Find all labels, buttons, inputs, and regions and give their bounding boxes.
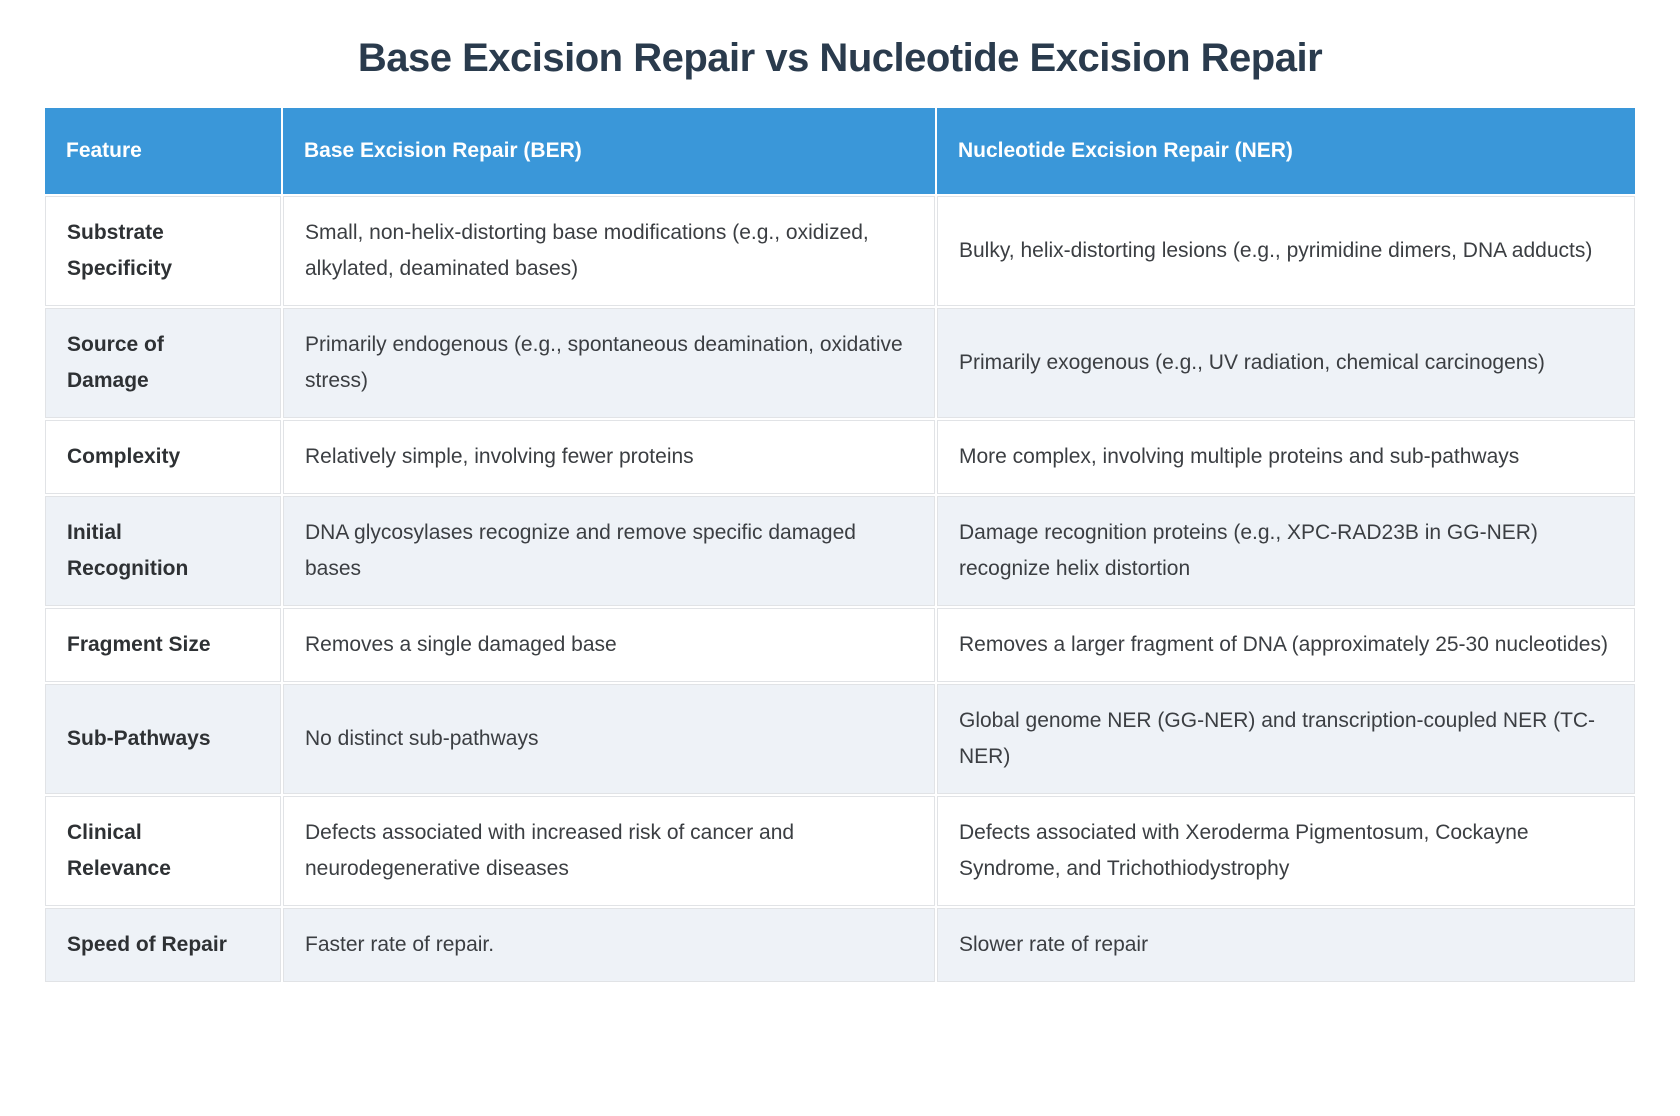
table-row-fragment-size: Fragment Size Removes a single damaged b… bbox=[45, 608, 1635, 682]
ner-cell: Removes a larger fragment of DNA (approx… bbox=[937, 608, 1635, 682]
feature-cell: Complexity bbox=[45, 420, 281, 494]
ber-cell: DNA glycosylases recognize and remove sp… bbox=[283, 496, 935, 606]
ner-cell: Damage recognition proteins (e.g., XPC-R… bbox=[937, 496, 1635, 606]
comparison-table: Feature Base Excision Repair (BER) Nucle… bbox=[43, 106, 1637, 984]
ber-cell: Small, non-helix-distorting base modific… bbox=[283, 196, 935, 306]
ber-cell: Primarily endogenous (e.g., spontaneous … bbox=[283, 308, 935, 418]
ber-cell: Faster rate of repair. bbox=[283, 908, 935, 982]
feature-cell: Initial Recognition bbox=[45, 496, 281, 606]
ner-cell: Defects associated with Xeroderma Pigmen… bbox=[937, 796, 1635, 906]
table-row-substrate-specificity: Substrate Specificity Small, non-helix-d… bbox=[45, 196, 1635, 306]
ber-cell: Relatively simple, involving fewer prote… bbox=[283, 420, 935, 494]
page-title: Base Excision Repair vs Nucleotide Excis… bbox=[357, 36, 1323, 80]
ner-cell: More complex, involving multiple protein… bbox=[937, 420, 1635, 494]
column-header-ner: Nucleotide Excision Repair (NER) bbox=[937, 108, 1635, 194]
ner-cell: Bulky, helix-distorting lesions (e.g., p… bbox=[937, 196, 1635, 306]
feature-cell: Substrate Specificity bbox=[45, 196, 281, 306]
ner-cell: Slower rate of repair bbox=[937, 908, 1635, 982]
ber-cell: Removes a single damaged base bbox=[283, 608, 935, 682]
table-row-source-of-damage: Source of Damage Primarily endogenous (e… bbox=[45, 308, 1635, 418]
feature-cell: Clinical Relevance bbox=[45, 796, 281, 906]
feature-cell: Fragment Size bbox=[45, 608, 281, 682]
table-row-complexity: Complexity Relatively simple, involving … bbox=[45, 420, 1635, 494]
table-row-sub-pathways: Sub-Pathways No distinct sub-pathways Gl… bbox=[45, 684, 1635, 794]
ner-cell: Primarily exogenous (e.g., UV radiation,… bbox=[937, 308, 1635, 418]
column-header-ber: Base Excision Repair (BER) bbox=[283, 108, 935, 194]
ber-cell: No distinct sub-pathways bbox=[283, 684, 935, 794]
feature-cell: Speed of Repair bbox=[45, 908, 281, 982]
table-row-speed-of-repair: Speed of Repair Faster rate of repair. S… bbox=[45, 908, 1635, 982]
column-header-feature: Feature bbox=[45, 108, 281, 194]
feature-cell: Sub-Pathways bbox=[45, 684, 281, 794]
ber-cell: Defects associated with increased risk o… bbox=[283, 796, 935, 906]
table-row-clinical-relevance: Clinical Relevance Defects associated wi… bbox=[45, 796, 1635, 906]
feature-cell: Source of Damage bbox=[45, 308, 281, 418]
ner-cell: Global genome NER (GG-NER) and transcrip… bbox=[937, 684, 1635, 794]
header-row: Feature Base Excision Repair (BER) Nucle… bbox=[45, 108, 1635, 194]
table-row-initial-recognition: Initial Recognition DNA glycosylases rec… bbox=[45, 496, 1635, 606]
